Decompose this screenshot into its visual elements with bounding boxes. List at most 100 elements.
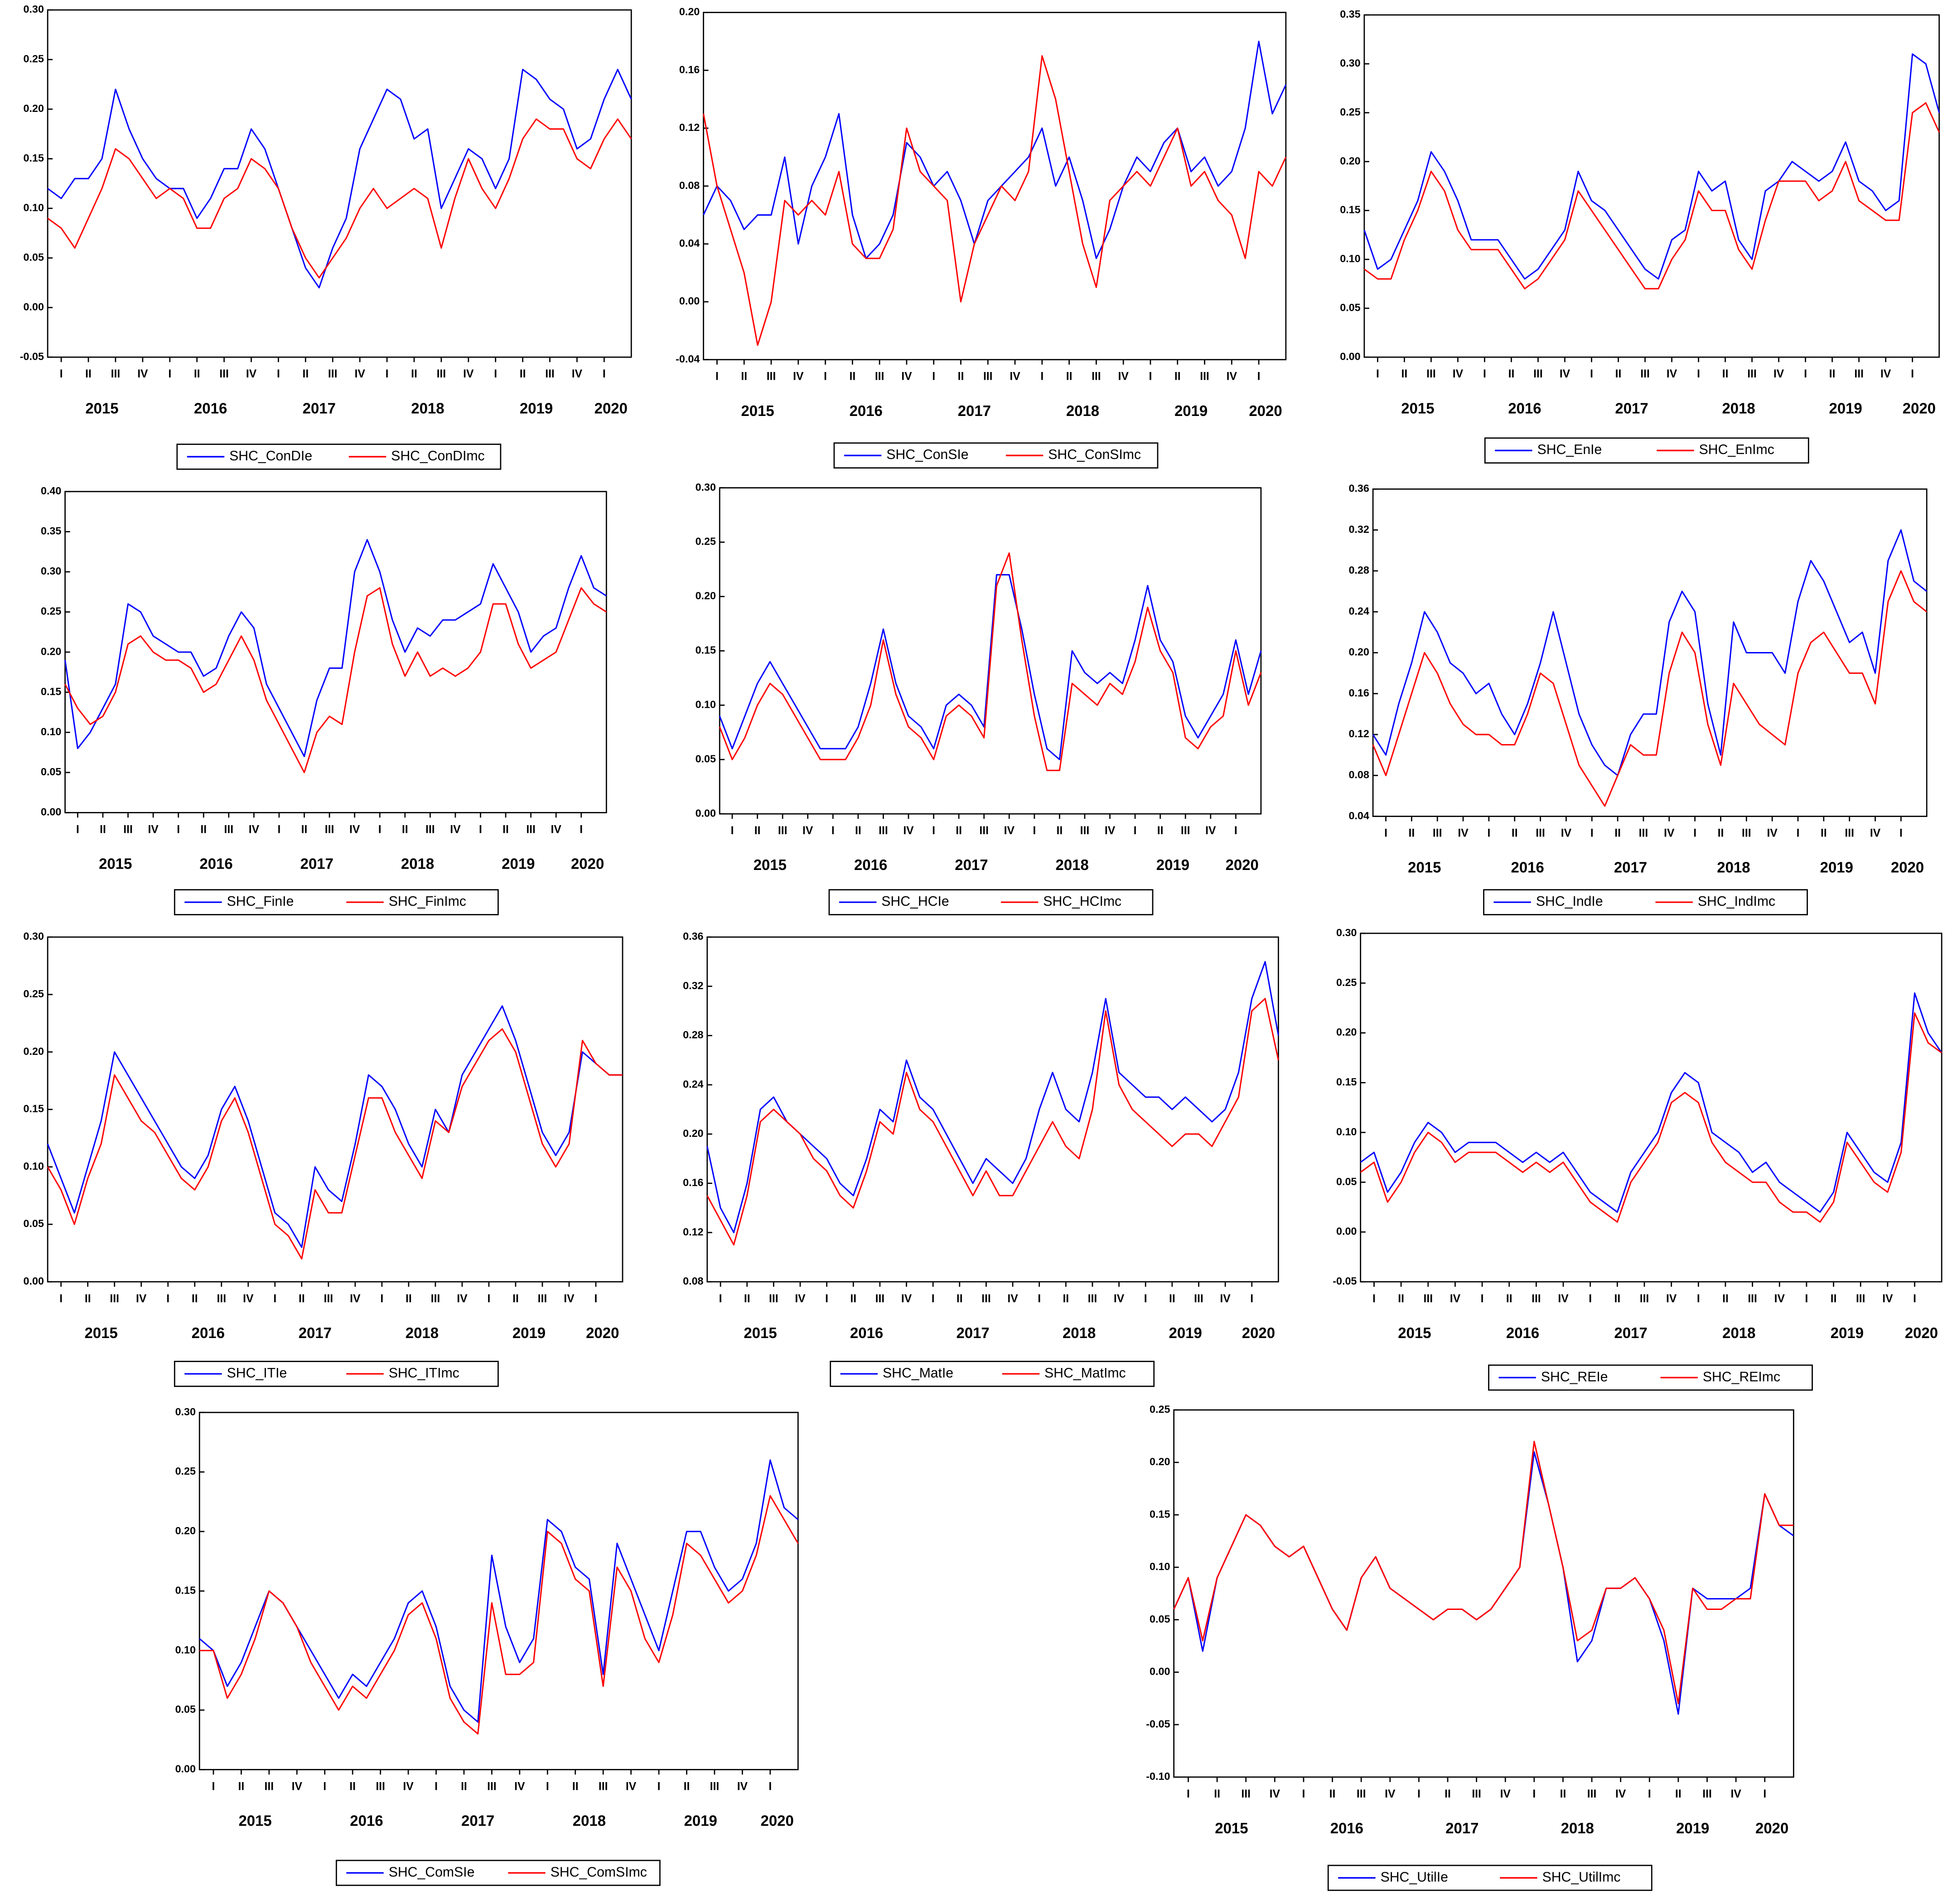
x-tick-label: III [1845, 827, 1854, 840]
series-line [1363, 53, 1940, 280]
y-tick-label: -0.05 [20, 350, 44, 362]
y-tick-label: 0.05 [1150, 1613, 1170, 1625]
x-tick-label: I [435, 1780, 438, 1793]
y-tick-label: 0.00 [1336, 1225, 1357, 1237]
year-label: 2020 [1905, 1324, 1938, 1341]
year-label: 2020 [1226, 856, 1259, 873]
legend-box [1483, 889, 1808, 915]
x-tick-label: III [526, 823, 536, 836]
x-tick-label: II [957, 1293, 963, 1305]
x-tick-label: III [111, 368, 121, 380]
x-tick-label: IV [901, 1293, 912, 1305]
y-tick-label: 0.00 [24, 1275, 44, 1287]
legend-box [1484, 437, 1809, 464]
year-label: 2018 [1056, 856, 1089, 873]
year-label: 2020 [571, 855, 604, 872]
x-tick-label: III [1640, 1293, 1649, 1305]
x-tick-label: III [1194, 1293, 1203, 1305]
y-tick-label: 0.10 [24, 1160, 44, 1172]
x-tick-label: II [1560, 1788, 1566, 1800]
year-label: 2016 [192, 1324, 225, 1341]
year-label: 2015 [1215, 1820, 1248, 1836]
x-tick-label: III [325, 823, 334, 836]
series-line [47, 118, 632, 279]
year-label: 2016 [854, 856, 887, 873]
year-label: 2016 [1330, 1820, 1363, 1836]
x-tick-label: I [768, 1780, 772, 1793]
x-tick-label: II [1174, 371, 1181, 383]
year-label: 2017 [299, 1324, 332, 1341]
x-tick-label: III [123, 823, 133, 836]
x-tick-label: III [1426, 368, 1436, 380]
y-tick-label: 0.08 [1348, 769, 1369, 781]
x-tick-label: III [1639, 827, 1648, 840]
x-tick-label: IV [1220, 1293, 1231, 1305]
x-tick-label: IV [450, 823, 461, 836]
x-tick-label: II [1675, 1788, 1681, 1800]
x-tick-label: II [1615, 368, 1622, 380]
x-tick-label: II [1512, 827, 1518, 840]
year-label: 2020 [1891, 859, 1924, 876]
x-tick-label: IV [349, 823, 360, 836]
x-tick-label: III [1241, 1788, 1251, 1800]
x-tick-label: IV [1004, 825, 1015, 837]
year-label: 2019 [684, 1812, 717, 1829]
x-tick-label: II [1329, 1788, 1336, 1800]
y-tick-label: 0.05 [24, 251, 44, 263]
x-tick-label: IV [551, 823, 562, 836]
panel: 0.000.050.100.150.200.250.30I II III IV I II I… [24, 930, 623, 1387]
x-tick-label: III [778, 825, 788, 837]
y-tick-label: 0.10 [24, 202, 44, 213]
y-tick-label: -0.10 [1146, 1770, 1170, 1782]
year-label: 2019 [1169, 1324, 1202, 1341]
series-line [64, 539, 607, 757]
legend-label: SHC_HCIe [881, 894, 949, 909]
legend-label: SHC_ITIe [227, 1366, 287, 1381]
year-label: 2020 [761, 1812, 794, 1829]
x-tick-label: II [1821, 827, 1827, 840]
x-tick-label: IV [243, 1293, 254, 1305]
legend-label: SHC_ConDIe [229, 449, 312, 464]
y-tick-label: 0.12 [683, 1226, 703, 1237]
year-label: 2016 [199, 855, 232, 872]
y-tick-label: 0.20 [1348, 646, 1369, 658]
year-label: 2019 [1820, 859, 1853, 876]
series-line [47, 1028, 623, 1260]
x-tick-label: III [328, 368, 338, 380]
year-label: 2020 [1242, 1324, 1275, 1341]
y-tick-label: 0.08 [683, 1275, 703, 1287]
y-tick-label: 0.30 [41, 565, 61, 577]
x-tick-label: III [545, 368, 555, 380]
x-tick-label: II [1614, 827, 1621, 840]
y-tick-label: 0.15 [24, 152, 44, 164]
series-line [64, 587, 607, 773]
year-label: 2017 [1615, 400, 1648, 416]
y-tick-label: 0.25 [24, 53, 44, 65]
x-tick-label: IV [572, 368, 583, 380]
year-label: 2016 [1511, 859, 1544, 876]
x-tick-label: I [378, 823, 382, 836]
x-tick-label: III [1747, 368, 1757, 380]
x-tick-label: IV [793, 371, 804, 383]
x-tick-label: IV [136, 1293, 147, 1305]
x-tick-label: IV [1114, 1293, 1125, 1305]
series-line [1173, 1451, 1794, 1715]
x-tick-label: IV [1880, 368, 1891, 380]
y-tick-label: 0.15 [41, 686, 61, 697]
x-tick-label: III [437, 368, 446, 380]
y-tick-label: 0.32 [1348, 523, 1369, 535]
x-tick-label: I [719, 1293, 722, 1305]
x-tick-label: III [981, 1293, 991, 1305]
x-tick-label: II [85, 368, 92, 380]
x-tick-label: III [879, 825, 888, 837]
series-line [1372, 529, 1928, 776]
y-tick-label: 0.20 [41, 645, 61, 657]
legend-label: SHC_ConSIe [886, 447, 968, 462]
y-tick-label: 0.05 [1336, 1175, 1357, 1187]
x-tick-label: I [1033, 825, 1036, 837]
y-tick-label: 0.00 [1150, 1666, 1170, 1677]
y-tick-label: -0.05 [1146, 1718, 1170, 1730]
year-label: 2017 [303, 400, 336, 416]
y-tick-label: 0.32 [683, 980, 703, 991]
legend-box [174, 889, 499, 915]
